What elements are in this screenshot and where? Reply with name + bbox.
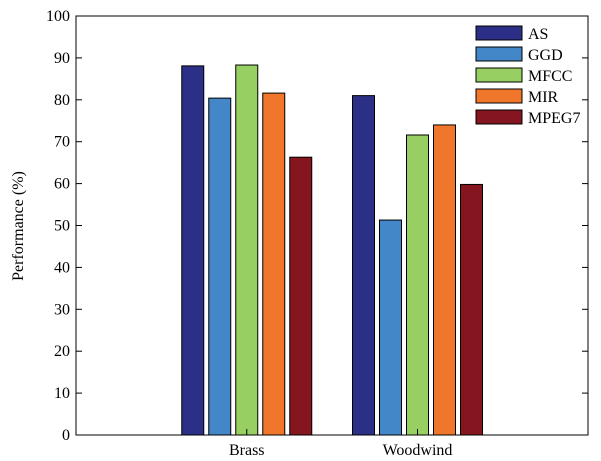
y-tick-label: 90 — [54, 50, 70, 67]
y-tick-label: 100 — [46, 8, 70, 25]
legend-swatch-as — [475, 25, 523, 41]
y-axis-label: Performance (%) — [10, 171, 27, 281]
y-tick-label: 50 — [54, 218, 70, 235]
y-tick-label: 30 — [54, 301, 70, 318]
bar-mpeg7-woodwind — [460, 183, 484, 436]
legend-label-mfcc: MFCC — [528, 68, 572, 85]
bar-mir-brass — [262, 92, 286, 436]
y-tick-label: 10 — [54, 385, 70, 402]
bar-mfcc-brass — [235, 64, 259, 436]
bar-ggd-brass — [208, 97, 232, 436]
plot-frame — [75, 15, 589, 436]
y-tick-label: 60 — [54, 176, 70, 193]
legend: AS GGD MFCC MIR MPEG7 — [472, 20, 580, 129]
y-tick-label: 40 — [54, 259, 70, 276]
bar-as-brass — [181, 65, 205, 436]
bar-mfcc-woodwind — [406, 134, 430, 436]
legend-swatch-ggd — [475, 46, 523, 62]
legend-swatch-mir — [475, 88, 523, 104]
bar-as-woodwind — [352, 95, 376, 436]
y-tick-label: 70 — [54, 134, 70, 151]
bar-mir-woodwind — [433, 124, 457, 436]
x-ticks: Brass Woodwind — [229, 429, 452, 459]
legend-label-as: AS — [528, 26, 548, 43]
legend-label-mir: MIR — [528, 89, 559, 106]
x-tick-label: Woodwind — [383, 442, 453, 459]
legend-swatch-mfcc — [475, 67, 523, 83]
bars — [181, 64, 484, 436]
y-ticks: 0 10 20 30 40 50 60 70 80 90 100 — [46, 8, 588, 444]
legend-label-mpeg7: MPEG7 — [528, 110, 580, 127]
x-tick-label: Brass — [229, 442, 265, 459]
legend-label-ggd: GGD — [528, 47, 563, 64]
y-tick-label: 20 — [54, 343, 70, 360]
y-tick-label: 0 — [62, 427, 70, 444]
bar-ggd-woodwind — [379, 219, 403, 436]
bar-mpeg7-brass — [289, 156, 313, 436]
legend-swatch-mpeg7 — [475, 109, 523, 125]
y-tick-label: 80 — [54, 92, 70, 109]
